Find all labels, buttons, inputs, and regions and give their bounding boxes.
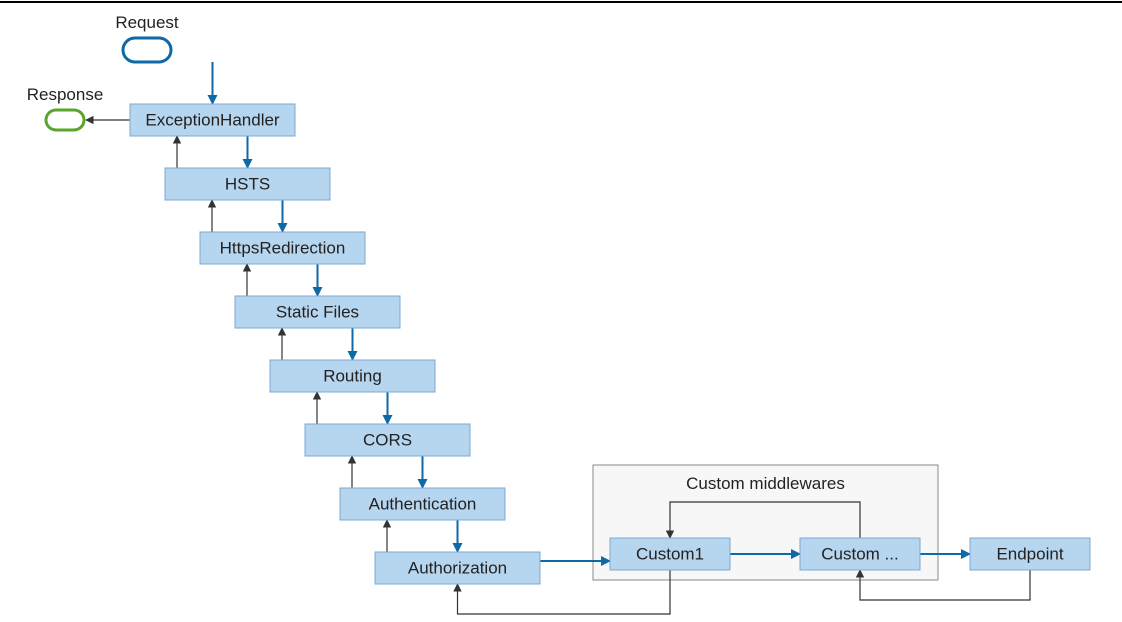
node-auth: Authentication bbox=[340, 488, 505, 520]
node-customN: Custom ... bbox=[800, 538, 920, 570]
node-exception: ExceptionHandler bbox=[130, 104, 295, 136]
node-label: Authorization bbox=[408, 558, 507, 577]
node-label: CORS bbox=[363, 430, 412, 449]
node-label: Custom ... bbox=[821, 544, 898, 563]
node-label: ExceptionHandler bbox=[145, 110, 280, 129]
node-label: Authentication bbox=[369, 494, 477, 513]
middleware-pipeline-diagram: Custom middlewares ExceptionHandler HSTS Ht… bbox=[0, 0, 1122, 622]
node-authz: Authorization bbox=[375, 552, 540, 584]
response-icon bbox=[46, 110, 84, 130]
node-endpoint: Endpoint bbox=[970, 538, 1090, 570]
node-routing: Routing bbox=[270, 360, 435, 392]
node-label: Routing bbox=[323, 366, 382, 385]
node-label: HSTS bbox=[225, 174, 270, 193]
node-label: Custom1 bbox=[636, 544, 704, 563]
node-static: Static Files bbox=[235, 296, 400, 328]
node-httpsredir: HttpsRedirection bbox=[200, 232, 365, 264]
node-label: Static Files bbox=[276, 302, 359, 321]
request-label: Request bbox=[115, 13, 179, 32]
node-custom1: Custom1 bbox=[610, 538, 730, 570]
node-cors: CORS bbox=[305, 424, 470, 456]
request-icon bbox=[123, 38, 171, 62]
node-label: Endpoint bbox=[996, 544, 1063, 563]
node-hsts: HSTS bbox=[165, 168, 330, 200]
custom-middlewares-title: Custom middlewares bbox=[686, 474, 845, 493]
node-label: HttpsRedirection bbox=[220, 238, 346, 257]
response-label: Response bbox=[27, 85, 104, 104]
